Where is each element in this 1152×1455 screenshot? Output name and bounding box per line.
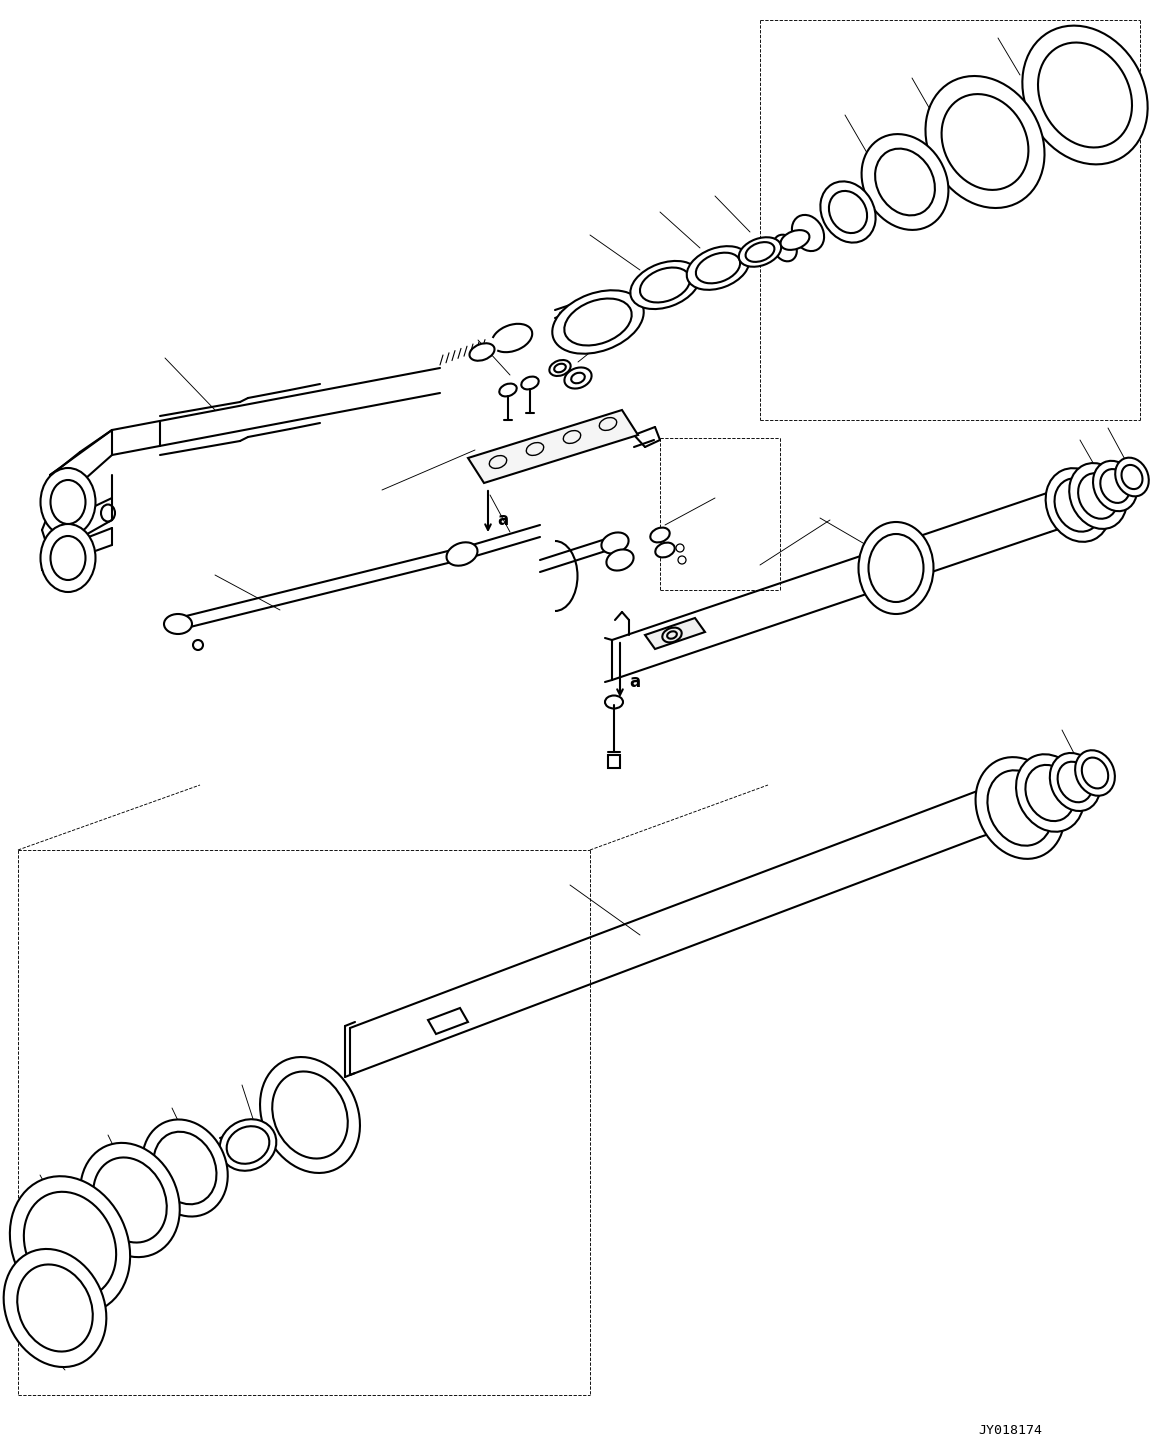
Ellipse shape bbox=[862, 134, 948, 230]
Ellipse shape bbox=[601, 533, 629, 553]
Ellipse shape bbox=[40, 469, 96, 535]
Ellipse shape bbox=[820, 182, 876, 243]
Ellipse shape bbox=[1069, 463, 1127, 530]
Ellipse shape bbox=[1046, 469, 1111, 541]
Ellipse shape bbox=[1049, 754, 1100, 810]
Polygon shape bbox=[608, 755, 620, 768]
Polygon shape bbox=[645, 618, 705, 649]
Text: a: a bbox=[498, 511, 508, 530]
Ellipse shape bbox=[260, 1056, 359, 1173]
Ellipse shape bbox=[10, 1176, 130, 1314]
Ellipse shape bbox=[791, 215, 824, 252]
Ellipse shape bbox=[781, 230, 810, 250]
Ellipse shape bbox=[447, 543, 477, 566]
Ellipse shape bbox=[858, 522, 933, 614]
Ellipse shape bbox=[81, 1142, 180, 1257]
Ellipse shape bbox=[650, 528, 669, 543]
Ellipse shape bbox=[40, 524, 96, 592]
Ellipse shape bbox=[220, 1119, 276, 1171]
Ellipse shape bbox=[1016, 754, 1084, 832]
Ellipse shape bbox=[630, 260, 699, 308]
Ellipse shape bbox=[552, 291, 644, 354]
Ellipse shape bbox=[142, 1119, 228, 1216]
Ellipse shape bbox=[1115, 458, 1149, 496]
Ellipse shape bbox=[1075, 751, 1115, 796]
Ellipse shape bbox=[655, 543, 675, 557]
Ellipse shape bbox=[1022, 26, 1147, 164]
Text: JY018174: JY018174 bbox=[978, 1423, 1043, 1436]
Ellipse shape bbox=[976, 757, 1064, 858]
Ellipse shape bbox=[738, 237, 781, 266]
Ellipse shape bbox=[1093, 461, 1137, 511]
Polygon shape bbox=[429, 1008, 468, 1035]
Ellipse shape bbox=[606, 550, 634, 570]
Ellipse shape bbox=[3, 1248, 106, 1368]
Text: a: a bbox=[629, 674, 641, 691]
Ellipse shape bbox=[773, 234, 797, 262]
Ellipse shape bbox=[687, 246, 749, 290]
Ellipse shape bbox=[164, 614, 192, 634]
Ellipse shape bbox=[925, 76, 1045, 208]
Ellipse shape bbox=[470, 343, 494, 361]
Polygon shape bbox=[468, 410, 638, 483]
